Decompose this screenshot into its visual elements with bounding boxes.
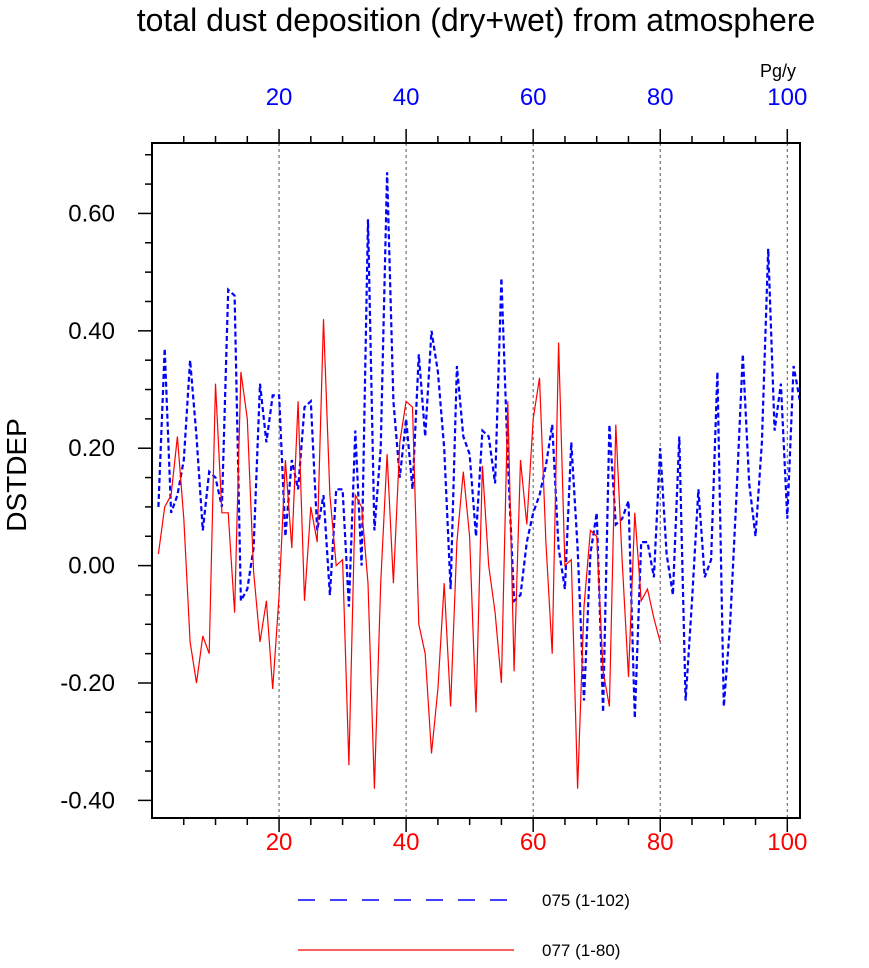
- top-axis-units-label: Pg/y: [760, 61, 796, 81]
- y-tick-label: 0.40: [68, 318, 115, 345]
- chart-title: total dust deposition (dry+wet) from atm…: [137, 2, 816, 38]
- x-tick-label-top: 20: [266, 84, 293, 111]
- y-tick-label: 0.60: [68, 200, 115, 227]
- x-tick-label-bottom: 80: [647, 829, 674, 856]
- series-line-1: [157, 172, 800, 719]
- x-tick-label-top: 100: [767, 84, 807, 111]
- legend: 075 (1-102) 077 (1-80): [298, 891, 630, 960]
- legend-label-1: 075 (1-102): [542, 891, 630, 910]
- series-line-2: [157, 319, 661, 789]
- series-layer: [157, 172, 800, 789]
- y-tick-label: -0.40: [60, 787, 115, 814]
- gridlines: [278, 143, 788, 818]
- axes: 20 20 40 40 60 60 80 80 100 100 0.60 0.40 0.20 0.00 -0…: [60, 84, 807, 856]
- y-tick-label: 0.20: [68, 435, 115, 462]
- x-tick-label-bottom: 100: [767, 829, 807, 856]
- y-axis-label: DSTDEP: [1, 418, 32, 532]
- legend-label-2: 077 (1-80): [542, 941, 620, 960]
- x-tick-label-bottom: 60: [520, 829, 547, 856]
- x-tick-label-top: 40: [393, 84, 420, 111]
- x-tick-label-top: 60: [520, 84, 547, 111]
- y-tick-label: 0.00: [68, 553, 115, 580]
- y-tick-label: -0.20: [60, 670, 115, 697]
- x-tick-label-bottom: 40: [393, 829, 420, 856]
- x-tick-label-top: 80: [647, 84, 674, 111]
- x-tick-label-bottom: 20: [266, 829, 293, 856]
- plot-frame: [151, 142, 801, 819]
